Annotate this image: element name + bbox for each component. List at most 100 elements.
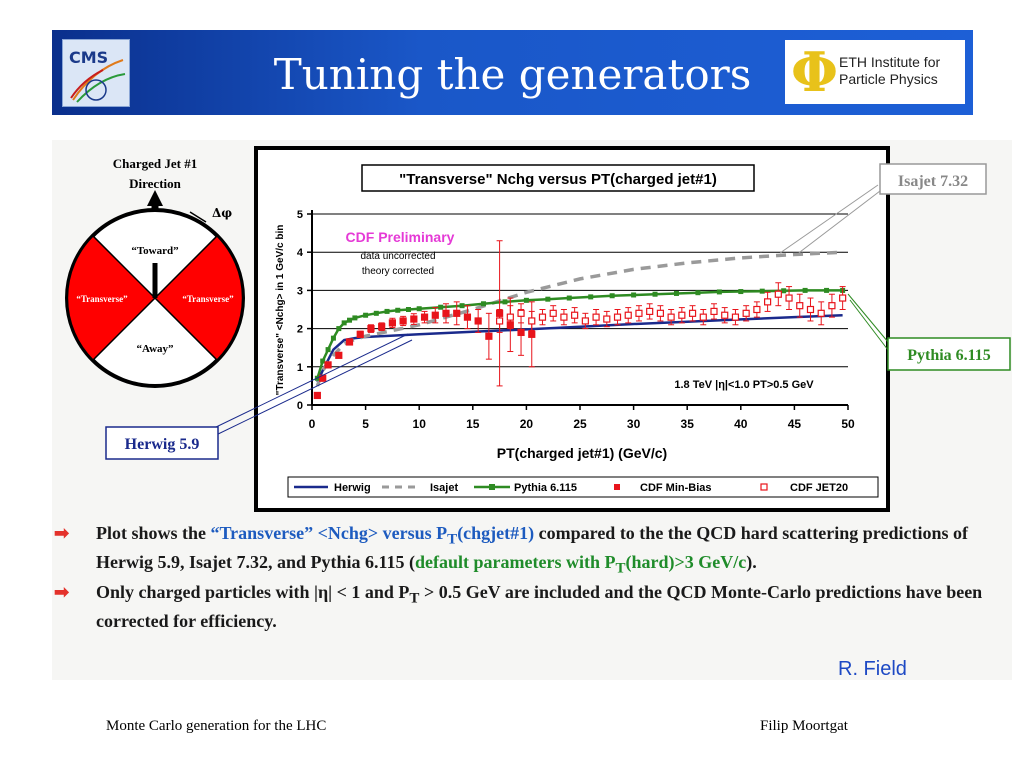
bullet-1-text-a: Plot shows the [96,523,211,543]
arrow-bullet-icon: ➡ [54,582,70,603]
series-pythia-point [523,297,529,303]
cdf-minbias-point [345,338,354,346]
y-tick-label: 2 [297,324,303,336]
cdf-jet20-point [817,309,825,317]
cdf-jet20-point [528,317,536,325]
series-pythia-point [802,287,808,293]
cdf-jet20-point [785,294,793,302]
region-diagram: Charged Jet #1 Direction Δφ “Toward” “Tr… [65,156,245,388]
cdf-minbias-point [410,315,418,323]
header-banner: CMS Tuning the generators Φ ETH Institut… [52,30,973,115]
cdf-jet20-point [774,290,782,298]
series-pythia-point [325,347,331,353]
phi-icon: Φ [791,40,839,104]
series-pythia-point [438,304,444,310]
cdf-jet20-point [839,294,847,302]
cdf-jet20-point [506,313,514,321]
x-axis-label: PT(charged jet#1) (GeV/c) [497,445,667,461]
page-title: Tuning the generators [273,50,752,99]
cdf-minbias-point [420,313,429,321]
y-tick-label: 5 [297,209,303,221]
cdf-jet20-point [806,305,815,314]
note-corrected: theory corrected [362,266,434,277]
footer-right: Filip Moortgat [760,718,848,734]
cdf-minbias-point [388,319,396,327]
legend-cdf-jet20: CDF JET20 [790,482,848,494]
series-pythia-point [341,320,347,326]
cdf-minbias-point [324,361,332,369]
bullet-2: ➡ Only charged particles with |η| < 1 an… [52,581,992,632]
cdf-jet20-point [678,311,686,319]
cdf-jet20-point [721,311,729,319]
cdf-jet20-point [742,309,750,317]
y-tick-label: 1 [297,362,303,374]
x-tick-label: 10 [413,417,427,431]
cdf-jet20-point [592,313,600,321]
series-pythia-line [316,289,843,379]
cdf-jet20-point [613,313,622,321]
cdf-minbias-point [442,309,450,317]
cdf-preliminary-label: CDF Preliminary [346,229,455,245]
bullet-1-blue-post: (chgjet#1) [457,523,535,543]
cdf-jet20-point [624,311,632,319]
series-pythia-point [738,289,744,295]
series-pythia-point [545,296,551,302]
series-pythia-point [759,288,765,294]
legend-isajet: Isajet [430,482,458,494]
bullet-1-blue: “Transverse” <Nchg> versus PT(chgjet#1) [210,523,535,548]
bullet-1-green-post: (hard)>3 GeV/c [625,551,747,572]
cdf-minbias-point [378,323,386,331]
cdf-minbias-point [474,317,482,325]
cdf-jet20-point [549,309,557,317]
series-pythia-point [673,290,679,296]
series-pythia-point [588,294,594,300]
bullet-1-text-c: ). [746,551,757,572]
legend-herwig: Herwig [334,482,371,494]
diagram-direction-label-2: Direction [129,176,182,191]
toward-label: “Toward” [131,245,178,257]
callout-isajet: Isajet 7.32 [898,173,968,190]
series-pythia-point [459,303,465,309]
cdf-minbias-point [485,332,493,340]
credit-r-field: R. Field [838,658,907,680]
series-pythia-point [824,287,830,293]
eth-logo: Φ ETH Institute for Particle Physics [785,40,965,104]
cms-logo: CMS [62,39,130,107]
x-tick-label: 45 [788,417,802,431]
bullet-1: ➡ Plot shows the “Transverse” <Nchg> ver… [52,522,992,579]
cdf-jet20-point [688,309,697,317]
eth-logo-line2: Particle Physics [839,71,938,87]
bullet-1-green-sub: T [615,560,626,577]
cdf-minbias-point [453,309,461,317]
bullet-1-green: default parameters with PT(hard)>3 GeV/c [415,551,747,577]
bullet-list: ➡ Plot shows the “Transverse” <Nchg> ver… [52,522,992,634]
x-tick-label: 15 [466,417,480,431]
cdf-jet20-point [581,317,589,325]
x-tick-label: 5 [362,417,369,431]
cdf-minbias-point [399,317,407,325]
cdf-minbias-point [356,330,364,338]
bullet-1-blue-sub: T [447,531,458,548]
series-pythia-point [363,312,369,318]
x-tick-label: 0 [309,417,316,431]
y-axis-label: "Transverse" <Nchg> in 1 GeV/c bin [275,225,286,396]
series-pythia-point [352,315,358,321]
y-tick-label: 0 [297,400,303,412]
cdf-jet20-point [753,305,761,314]
series-pythia-point [320,358,326,364]
bullet-1-blue-text: “Transverse” <Nchg> versus P [210,523,448,543]
arrow-bullet-icon: ➡ [54,523,70,543]
cdf-jet20-point [796,302,804,310]
chart-title: "Transverse" Nchg versus PT(charged jet#… [399,171,717,188]
series-herwig-line [316,313,843,383]
series-isajet-line [315,250,843,387]
legend-cdf-minbias: CDF Min-Bias [640,482,712,494]
away-label: “Away” [136,343,173,355]
series-pythia-point [395,307,401,313]
cdf-jet20-point [560,313,568,321]
cdf-jet20-point [699,313,707,321]
cdf-minbias-point [335,351,343,359]
x-tick-label: 30 [627,417,641,431]
bullet-2-text-a: Only charged particles with |η| < 1 and … [96,582,410,603]
